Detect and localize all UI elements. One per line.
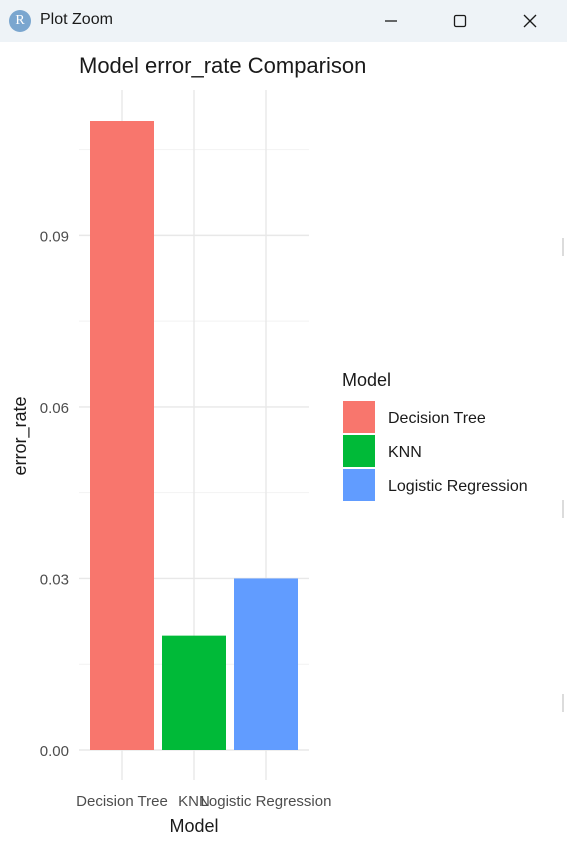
r-app-icon: R <box>9 10 31 32</box>
minimize-button[interactable] <box>368 0 414 42</box>
axes: 0.00 0.03 0.06 0.09 Decision Tree KNNLogistic… <box>40 228 332 810</box>
close-icon <box>523 14 537 28</box>
close-button[interactable] <box>507 0 553 42</box>
legend-swatch <box>343 401 375 433</box>
title-bar[interactable]: R Plot Zoom <box>0 0 567 42</box>
legend-swatch <box>343 469 375 501</box>
x-axis-label: Model <box>169 816 218 836</box>
legend-label: KNN <box>388 444 422 461</box>
window-edge-mark <box>562 694 564 712</box>
x-tick-label: Logistic Regression <box>201 793 332 810</box>
y-tick-label: 0.06 <box>40 400 69 417</box>
x-tick-label: Decision Tree <box>76 793 168 810</box>
chart-title: Model error_rate Comparison <box>79 53 366 78</box>
bar-logistic-regression <box>234 578 298 750</box>
legend-label: Logistic Regression <box>388 478 528 495</box>
maximize-button[interactable] <box>437 0 483 42</box>
window-edge-mark <box>562 238 564 256</box>
legend-title: Model <box>342 370 391 390</box>
legend-swatch <box>343 435 375 467</box>
bars <box>90 121 298 750</box>
window-title: Plot Zoom <box>40 11 113 28</box>
bar-knn <box>162 635 226 750</box>
y-tick-label: 0.03 <box>40 571 69 588</box>
x-tick-label: KNN <box>178 793 210 810</box>
window-edge-mark <box>562 500 564 518</box>
y-axis-label: error_rate <box>10 396 31 475</box>
minimize-icon <box>385 20 397 22</box>
y-tick-label: 0.00 <box>40 743 69 760</box>
bar-decision-tree <box>90 121 154 750</box>
y-tick-label: 0.09 <box>40 228 69 245</box>
maximize-icon <box>453 14 467 28</box>
legend-label: Decision Tree <box>388 410 486 427</box>
legend: Model Decision Tree KNN Logistic Regressio… <box>342 370 528 501</box>
